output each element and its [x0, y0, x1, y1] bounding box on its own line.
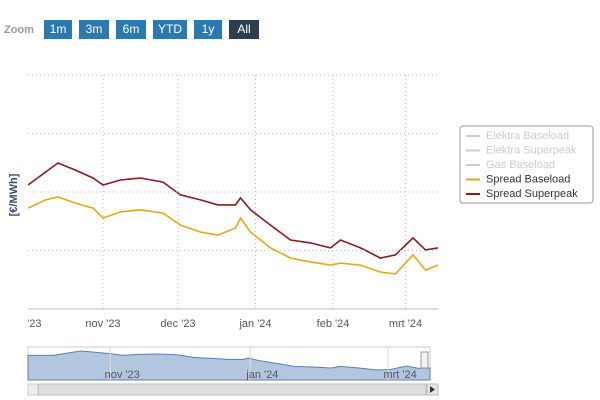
zoom-button-label[interactable]: 6m	[123, 22, 140, 36]
zoom-button-bg[interactable]	[79, 20, 109, 39]
navigator-tick-label: nov '23	[105, 369, 140, 381]
x-tick-label: okt '23	[9, 318, 41, 330]
legend-item[interactable]: Spread Baseload	[486, 173, 570, 185]
series-line	[28, 162, 438, 259]
zoom-button-label[interactable]: 1m	[50, 22, 67, 36]
legend-item[interactable]: Spread Superpeak	[486, 188, 578, 200]
zoom-button[interactable]: 1m	[44, 20, 72, 39]
x-tick-label: nov '23	[85, 318, 120, 330]
zoom-button[interactable]: All	[229, 20, 259, 39]
navigator-handle[interactable]	[420, 351, 429, 369]
y-axis-label: [€/MWh]	[8, 173, 20, 216]
zoom-button[interactable]: 1y	[194, 20, 222, 39]
legend-box	[459, 125, 594, 204]
zoom-button[interactable]: YTD	[153, 20, 187, 39]
navigator-area	[27, 350, 431, 381]
legend-item[interactable]: Gas Baseload	[486, 159, 555, 171]
x-tick-label: feb '24	[317, 318, 350, 330]
navigator-tick-label: mrt '24	[383, 369, 416, 381]
zoom-button-label[interactable]: YTD	[158, 22, 182, 36]
zoom-button-bg[interactable]	[153, 20, 187, 39]
zoom-button-bg[interactable]	[229, 20, 259, 39]
x-tick-label: mrt '24	[389, 318, 422, 330]
zoom-button-bg[interactable]	[44, 20, 72, 39]
zoom-button-bg[interactable]	[116, 20, 146, 39]
zoom-button-label[interactable]: All	[237, 22, 250, 36]
zoom-button-label[interactable]: 1y	[202, 22, 215, 36]
navigator-tick-label: jan '24	[245, 369, 278, 381]
zoom-button[interactable]: 6m	[116, 20, 146, 39]
legend-item[interactable]: Elektra Baseload	[486, 130, 569, 142]
scrollbar-thumb[interactable]	[37, 383, 427, 396]
zoom-label: Zoom	[4, 24, 34, 36]
series-line	[28, 196, 438, 275]
zoom-button-label[interactable]: 3m	[86, 22, 103, 36]
x-tick-label: dec '23	[160, 318, 195, 330]
zoom-button[interactable]: 3m	[79, 20, 109, 39]
legend-item[interactable]: Elektra Superpeak	[486, 144, 577, 156]
scrollbar-arrow	[430, 386, 435, 393]
x-tick-label: jan '24	[238, 318, 271, 330]
zoom-button-bg[interactable]	[194, 20, 222, 39]
